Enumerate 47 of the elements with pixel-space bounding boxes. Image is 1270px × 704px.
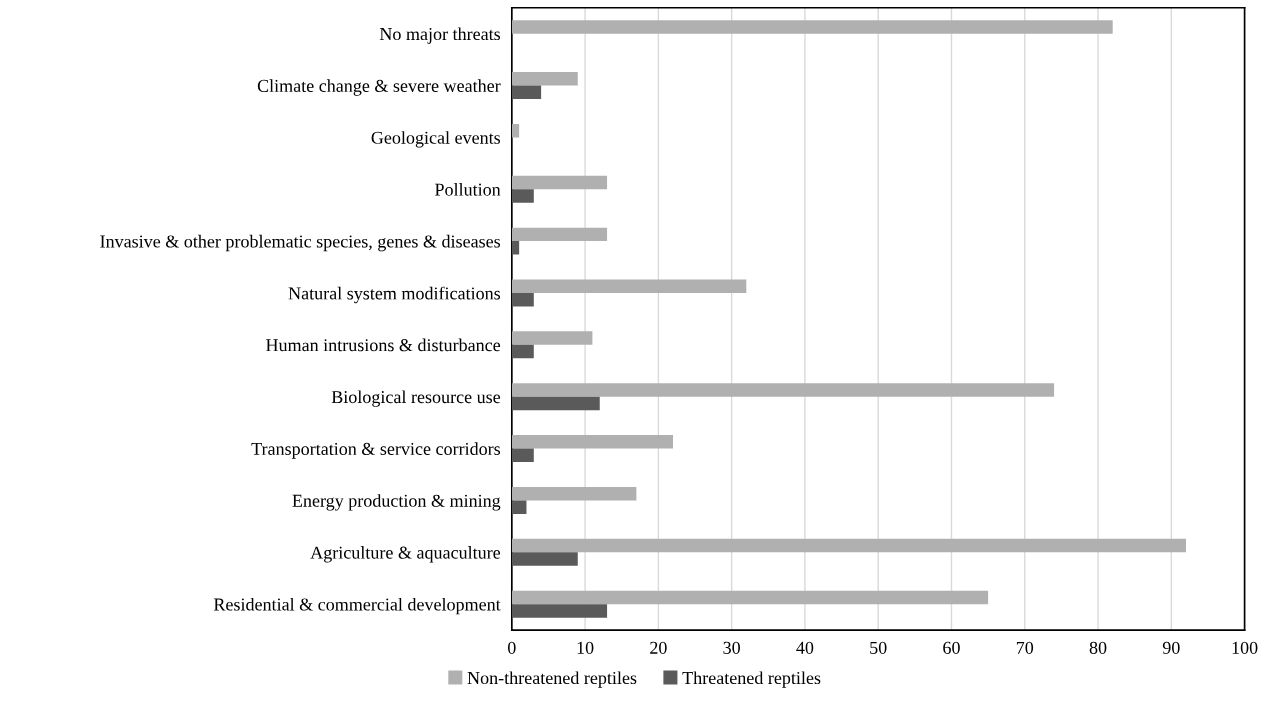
- bar: [511, 292, 534, 307]
- y-tick-label: Human intrusions & disturbance: [266, 338, 501, 352]
- x-tick-label: 30: [723, 641, 740, 654]
- bar: [511, 538, 1186, 553]
- bar: [511, 604, 608, 618]
- y-tick-label: Natural system modifications: [288, 286, 501, 304]
- bar: [511, 344, 534, 359]
- x-tick-label: 20: [650, 641, 667, 654]
- bar: [511, 331, 593, 345]
- y-tick-label: No major threats: [379, 27, 501, 44]
- x-tick-label: 0: [507, 641, 516, 654]
- bar: [511, 85, 542, 100]
- legend-label: Threatened reptiles: [682, 671, 821, 688]
- legend-label: Non-threatened reptiles: [467, 671, 637, 688]
- bar: [511, 241, 520, 255]
- y-tick-label: Invasive & other problematic species, genes & diseases: [100, 234, 501, 252]
- bar: [511, 279, 747, 293]
- x-tick-label: 50: [870, 641, 887, 654]
- bar: [511, 590, 989, 605]
- x-tick-label: 10: [577, 641, 594, 654]
- bar: [511, 20, 1113, 34]
- y-tick-label: Geological events: [371, 131, 501, 148]
- x-tick-label: 60: [943, 641, 960, 654]
- y-tick-label: Residential & commercial development: [213, 597, 501, 615]
- x-tick-label: 70: [1016, 641, 1034, 654]
- y-tick-label: Energy production & mining: [292, 494, 501, 511]
- bar: [511, 435, 674, 449]
- bar: [511, 175, 608, 190]
- bar: [511, 189, 534, 203]
- y-tick-label: Biological resource use: [331, 390, 501, 407]
- x-tick-label: 80: [1089, 641, 1107, 654]
- x-tick-label: 40: [796, 641, 814, 654]
- x-tick-label: 90: [1162, 641, 1180, 654]
- bar: [511, 123, 520, 138]
- y-tick-label: Climate change & severe weather: [257, 79, 501, 96]
- bar: [511, 72, 578, 86]
- y-tick-label: Transportation & service corridors: [251, 442, 501, 459]
- bar: [511, 396, 600, 411]
- y-tick-label: Pollution: [435, 182, 501, 196]
- bar: [511, 486, 637, 501]
- bar: [511, 227, 608, 242]
- bar: [511, 448, 534, 463]
- y-tick-label: Agriculture & aquaculture: [310, 546, 501, 563]
- bar: [511, 500, 527, 514]
- bar: [511, 552, 578, 566]
- x-tick-label: 100: [1232, 641, 1258, 654]
- bar: [511, 383, 1055, 397]
